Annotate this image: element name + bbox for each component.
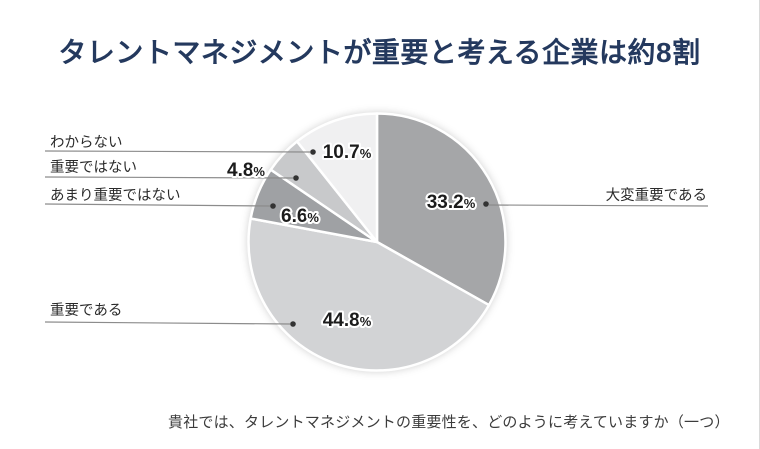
category-label-amari: あまり重要ではない [50, 187, 181, 204]
pie-slice-1 [247, 217, 491, 372]
page-title: タレントマネジメントが重要と考える企業は約8割 [58, 37, 701, 68]
leader-dot-amari [270, 203, 276, 209]
category-label-taihen: 大変重要である [606, 187, 707, 204]
leader-dot-wakaranai [310, 149, 316, 155]
leader-line-amari [44, 203, 271, 207]
pie-slice-0 [375, 112, 507, 307]
category-label-wakaranai: わからない [50, 134, 123, 151]
percent-labels: 33.2% 44.8% 6.6% 4.8% 10.7% [225, 140, 478, 333]
leader-dot-taihen [483, 201, 489, 207]
pct-label-amari: 6.6% [281, 206, 319, 227]
pct-label-taihen: 33.2% [427, 192, 476, 213]
pct-label-juyodearu: 44.8% [323, 310, 372, 331]
category-labels: わからない 重要ではない あまり重要ではない 重要である 大変重要である [50, 134, 707, 319]
leader-dot-juyodewanai [293, 175, 299, 181]
leader-line-taihen [488, 204, 709, 207]
leader-lines [44, 149, 709, 327]
pct-label-wakaranai: 10.7% [323, 142, 372, 163]
leader-line-juyodearu [44, 321, 291, 325]
category-label-juyodewanai: 重要ではない [50, 159, 137, 176]
survey-question: 貴社では、タレントマネジメントの重要性を、どのように考えていますか（一つ） [168, 414, 730, 431]
leader-line-juyodewanai [44, 176, 294, 179]
leader-line-wakaranai [44, 150, 311, 153]
pct-label-juyodewanai: 4.8% [227, 160, 265, 181]
pie-slices [247, 112, 507, 372]
pie-slice-4 [295, 112, 379, 244]
leader-dot-juyodearu [290, 321, 296, 327]
category-label-juyodearu: 重要である [50, 302, 122, 319]
